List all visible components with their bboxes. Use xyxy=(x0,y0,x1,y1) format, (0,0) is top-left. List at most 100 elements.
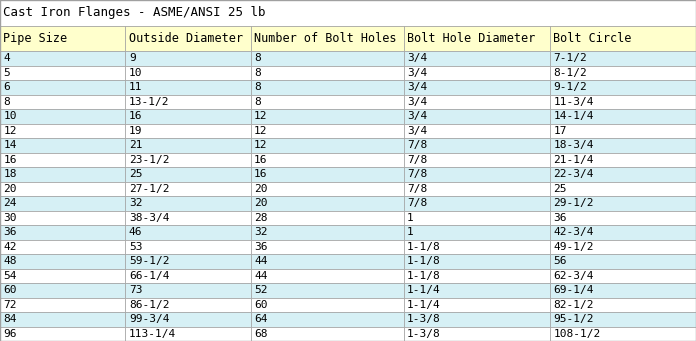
Bar xyxy=(404,269,550,283)
Text: 9: 9 xyxy=(129,54,136,63)
Bar xyxy=(125,181,251,196)
Bar xyxy=(404,210,550,225)
Text: 59-1/2: 59-1/2 xyxy=(129,256,169,266)
Text: 84: 84 xyxy=(3,314,17,324)
Text: 36: 36 xyxy=(3,227,17,237)
Bar xyxy=(404,80,550,94)
Text: 52: 52 xyxy=(254,285,267,295)
Bar xyxy=(251,109,404,123)
Text: 20: 20 xyxy=(254,198,267,208)
Bar xyxy=(404,225,550,239)
Bar xyxy=(0,51,125,65)
Text: 12: 12 xyxy=(3,126,17,136)
Text: 20: 20 xyxy=(254,184,267,194)
Bar xyxy=(125,254,251,269)
Bar xyxy=(404,181,550,196)
Text: 25: 25 xyxy=(129,169,142,179)
Bar xyxy=(550,196,696,210)
Text: 28: 28 xyxy=(254,213,267,223)
Text: 7/8: 7/8 xyxy=(407,140,427,150)
Text: 11-3/4: 11-3/4 xyxy=(553,97,594,107)
Text: 1-3/8: 1-3/8 xyxy=(407,329,441,339)
Text: 1-1/8: 1-1/8 xyxy=(407,256,441,266)
Bar xyxy=(0,167,125,181)
Bar xyxy=(0,80,125,94)
Bar xyxy=(550,167,696,181)
Bar xyxy=(404,109,550,123)
Bar xyxy=(125,51,251,65)
Bar xyxy=(550,138,696,153)
Bar xyxy=(0,327,125,341)
Bar xyxy=(550,327,696,341)
Bar xyxy=(550,312,696,327)
Text: 3/4: 3/4 xyxy=(407,54,427,63)
Text: 8-1/2: 8-1/2 xyxy=(553,68,587,78)
Text: 22-3/4: 22-3/4 xyxy=(553,169,594,179)
Text: 7/8: 7/8 xyxy=(407,198,427,208)
Text: 82-1/2: 82-1/2 xyxy=(553,300,594,310)
Text: 21: 21 xyxy=(129,140,142,150)
Bar xyxy=(550,109,696,123)
Text: 1-1/8: 1-1/8 xyxy=(407,271,441,281)
Text: 8: 8 xyxy=(254,54,261,63)
Text: 5: 5 xyxy=(3,68,10,78)
Text: Bolt Hole Diameter: Bolt Hole Diameter xyxy=(407,32,535,45)
Bar xyxy=(404,167,550,181)
Text: 7/8: 7/8 xyxy=(407,169,427,179)
Bar xyxy=(251,26,404,51)
Text: 4: 4 xyxy=(3,54,10,63)
Text: 21-1/4: 21-1/4 xyxy=(553,155,594,165)
Bar xyxy=(550,153,696,167)
Bar xyxy=(251,210,404,225)
Bar xyxy=(125,153,251,167)
Bar xyxy=(251,51,404,65)
Text: 108-1/2: 108-1/2 xyxy=(553,329,601,339)
Text: 14-1/4: 14-1/4 xyxy=(553,112,594,121)
Text: 3/4: 3/4 xyxy=(407,97,427,107)
Bar xyxy=(0,181,125,196)
Text: 18-3/4: 18-3/4 xyxy=(553,140,594,150)
Bar xyxy=(404,196,550,210)
Text: 23-1/2: 23-1/2 xyxy=(129,155,169,165)
Text: 3/4: 3/4 xyxy=(407,112,427,121)
Text: Pipe Size: Pipe Size xyxy=(3,32,68,45)
Bar xyxy=(404,65,550,80)
Bar xyxy=(550,181,696,196)
Bar xyxy=(251,65,404,80)
Bar xyxy=(125,225,251,239)
Text: 60: 60 xyxy=(3,285,17,295)
Text: 72: 72 xyxy=(3,300,17,310)
Bar xyxy=(251,94,404,109)
Bar xyxy=(125,26,251,51)
Text: 8: 8 xyxy=(254,97,261,107)
Text: 6: 6 xyxy=(3,83,10,92)
Text: 54: 54 xyxy=(3,271,17,281)
Text: 1-1/8: 1-1/8 xyxy=(407,242,441,252)
Text: 3/4: 3/4 xyxy=(407,126,427,136)
Text: 16: 16 xyxy=(3,155,17,165)
Bar xyxy=(550,225,696,239)
Text: 38-3/4: 38-3/4 xyxy=(129,213,169,223)
Text: 8: 8 xyxy=(254,68,261,78)
Bar xyxy=(125,312,251,327)
Bar xyxy=(404,51,550,65)
Text: Cast Iron Flanges - ASME/ANSI 25 lb: Cast Iron Flanges - ASME/ANSI 25 lb xyxy=(3,6,266,19)
Text: 69-1/4: 69-1/4 xyxy=(553,285,594,295)
Text: Outside Diameter: Outside Diameter xyxy=(129,32,243,45)
Bar xyxy=(0,94,125,109)
Bar xyxy=(0,153,125,167)
Text: 27-1/2: 27-1/2 xyxy=(129,184,169,194)
Bar xyxy=(251,254,404,269)
Text: 20: 20 xyxy=(3,184,17,194)
Text: 10: 10 xyxy=(129,68,142,78)
Text: 86-1/2: 86-1/2 xyxy=(129,300,169,310)
Bar xyxy=(404,123,550,138)
Text: 3/4: 3/4 xyxy=(407,68,427,78)
Bar xyxy=(550,80,696,94)
Text: 64: 64 xyxy=(254,314,267,324)
Text: 8: 8 xyxy=(3,97,10,107)
Text: 11: 11 xyxy=(129,83,142,92)
Bar xyxy=(404,153,550,167)
Text: 19: 19 xyxy=(129,126,142,136)
Bar xyxy=(125,269,251,283)
